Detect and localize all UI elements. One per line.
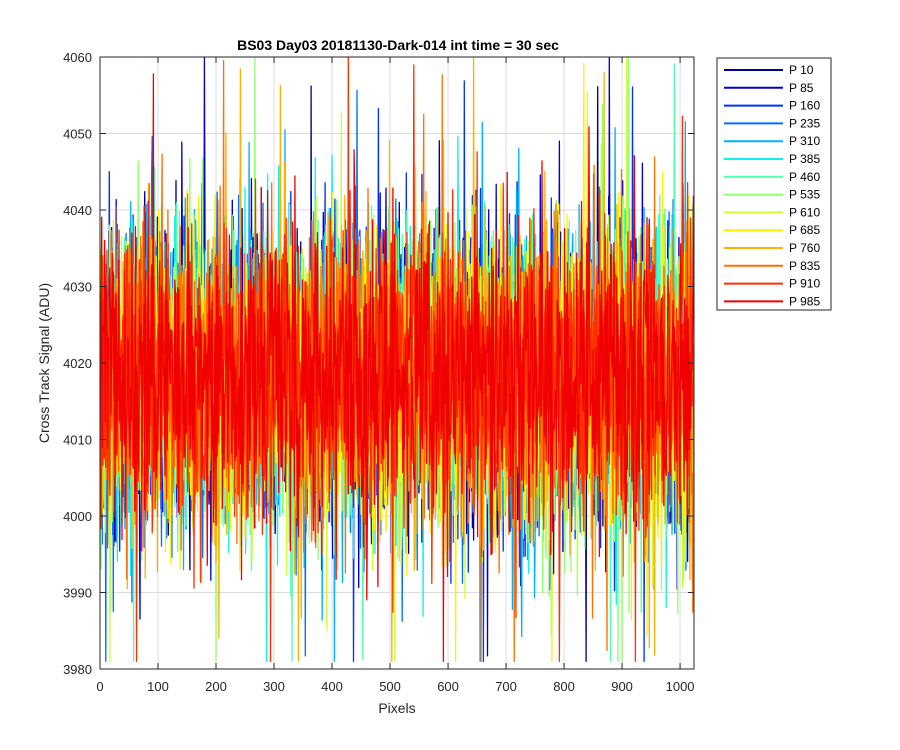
x-tick-label: 900 (611, 679, 633, 694)
x-tick-label: 100 (147, 679, 169, 694)
legend-label: P 835 (789, 259, 820, 273)
legend-label: P 385 (789, 152, 820, 166)
legend: P 10 P 85 P 160 P 235 P 310 P 385 P 460 P 535 P … (716, 57, 832, 311)
x-tick-label: 300 (263, 679, 285, 694)
legend-box (716, 57, 832, 311)
y-tick-label: 4060 (63, 50, 92, 65)
legend-label: P 610 (789, 205, 820, 219)
x-tick-label: 600 (437, 679, 459, 694)
x-tick-label: 800 (553, 679, 575, 694)
legend-label: P 10 (789, 63, 814, 77)
x-tick-label: 500 (379, 679, 401, 694)
x-tick-label: 1000 (666, 679, 695, 694)
legend-label: P 985 (789, 294, 820, 308)
x-tick-label: 700 (495, 679, 517, 694)
x-tick-label: 200 (205, 679, 227, 694)
x-axis: 0 100 200 300 400 500 600 700 800 900 1000 (96, 57, 695, 694)
y-tick-label: 4000 (63, 509, 92, 524)
x-axis-label: Pixels (378, 700, 415, 716)
legend-label: P 235 (789, 116, 820, 130)
legend-label: P 85 (789, 81, 814, 95)
legend-label: P 760 (789, 241, 820, 255)
legend-label: P 685 (789, 223, 820, 237)
y-tick-label: 4030 (63, 280, 92, 295)
y-tick-label: 4050 (63, 127, 92, 142)
y-tick-label: 3980 (63, 662, 92, 677)
legend-label: P 310 (789, 134, 820, 148)
y-axis: 3980 3990 4000 4010 4020 4030 4040 4050 4060 (63, 50, 694, 677)
y-tick-label: 4010 (63, 433, 92, 448)
y-axis-label: Cross Track Signal (ADU) (36, 283, 52, 443)
x-tick-label: 0 (96, 679, 103, 694)
y-tick-label: 3990 (63, 586, 92, 601)
y-tick-label: 4040 (63, 203, 92, 218)
y-tick-label: 4020 (63, 356, 92, 371)
series-layer (100, 57, 694, 663)
legend-label: P 160 (789, 99, 820, 113)
series-line-p-985 (100, 73, 694, 663)
legend-label: P 460 (789, 170, 820, 184)
x-tick-label: 400 (321, 679, 343, 694)
legend-label: P 535 (789, 188, 820, 202)
legend-label: P 910 (789, 277, 820, 291)
chart-title: BS03 Day03 20181130-Dark-014 int time = … (237, 37, 559, 53)
